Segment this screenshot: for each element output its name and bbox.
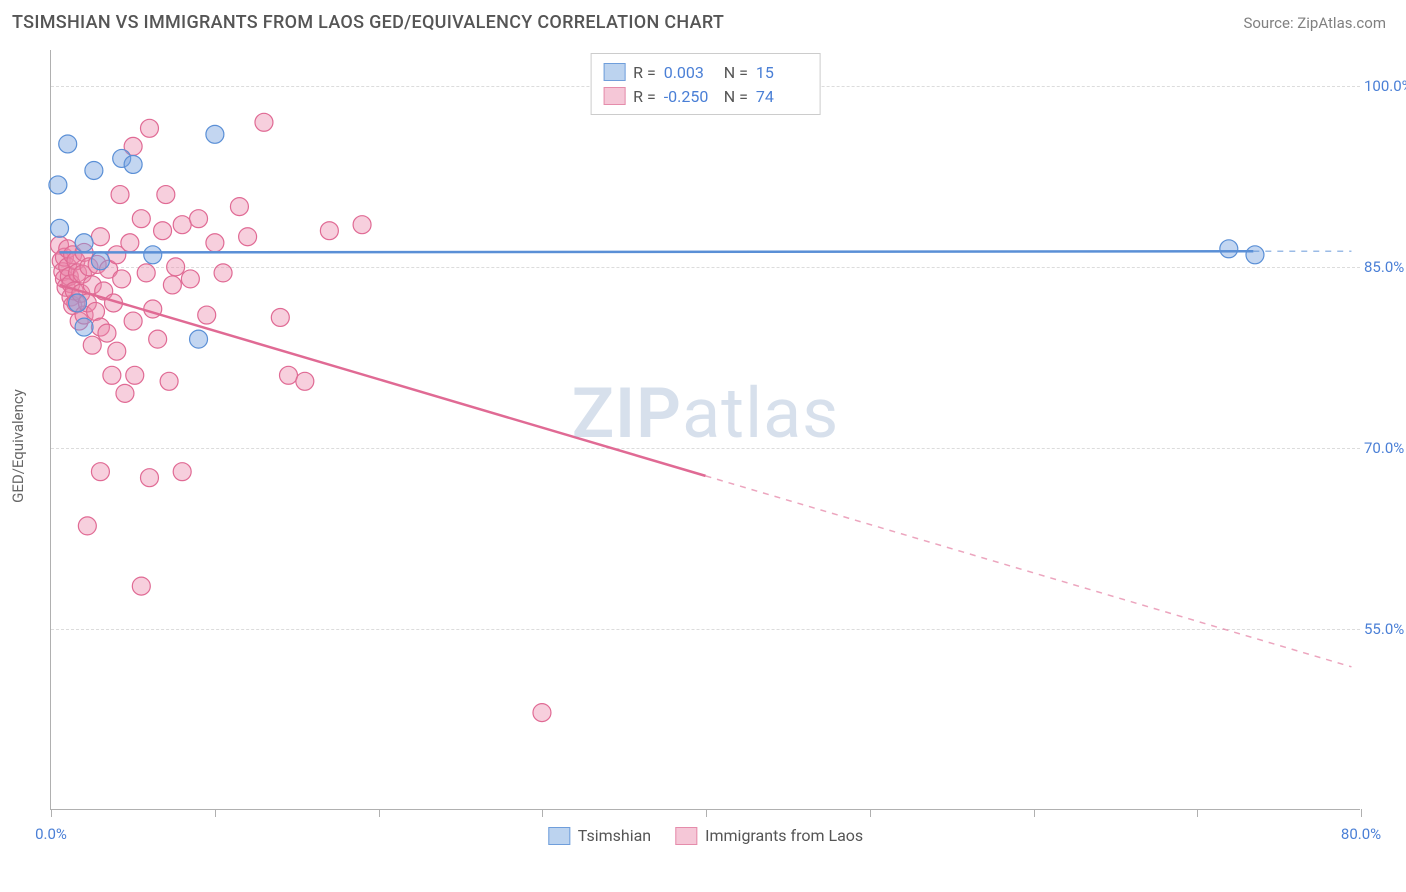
scatter-point — [49, 176, 67, 194]
scatter-point — [206, 234, 224, 252]
scatter-point — [91, 228, 109, 246]
scatter-point — [75, 318, 93, 336]
scatter-point — [173, 463, 191, 481]
scatter-point — [78, 517, 96, 535]
r-value-laos: -0.250 — [664, 87, 716, 106]
trend-line-solid — [60, 285, 706, 476]
x-tick — [870, 809, 871, 817]
legend-item-laos: Immigrants from Laos — [675, 826, 863, 845]
x-tick — [51, 809, 52, 817]
scatter-point — [296, 372, 314, 390]
scatter-point — [108, 342, 126, 360]
x-tick — [706, 809, 707, 817]
y-tick-label: 55.0% — [1364, 620, 1406, 638]
swatch-laos — [675, 827, 697, 845]
scatter-point — [140, 469, 158, 487]
scatter-point — [113, 270, 131, 288]
scatter-point — [103, 366, 121, 384]
scatter-point — [198, 306, 216, 324]
scatter-point — [533, 704, 551, 722]
n-label: N = — [724, 63, 748, 82]
scatter-point — [124, 312, 142, 330]
scatter-point — [69, 294, 87, 312]
x-tick-label: 0.0% — [35, 825, 67, 843]
scatter-point — [126, 366, 144, 384]
scatter-point — [173, 216, 191, 234]
legend-row-tsimshian: R = 0.003 N = 15 — [603, 60, 808, 84]
scatter-point — [163, 276, 181, 294]
x-tick — [1361, 809, 1362, 817]
y-tick-label: 85.0% — [1364, 258, 1406, 276]
scatter-point — [190, 330, 208, 348]
x-tick — [1034, 809, 1035, 817]
scatter-point — [154, 222, 172, 240]
x-tick — [379, 809, 380, 817]
scatter-point — [181, 270, 199, 288]
y-axis-title: GED/Equivalency — [9, 389, 27, 503]
scatter-point — [132, 577, 150, 595]
chart-plot-area: 55.0%70.0%85.0%100.0% ZIPatlas R = 0.003… — [50, 50, 1360, 810]
scatter-point — [167, 258, 185, 276]
y-tick-label: 70.0% — [1364, 439, 1406, 457]
scatter-point — [75, 234, 93, 252]
r-label: R = — [633, 87, 656, 106]
scatter-point — [111, 186, 129, 204]
n-value-laos: 74 — [756, 87, 808, 106]
scatter-point — [132, 210, 150, 228]
x-tick — [542, 809, 543, 817]
swatch-laos — [603, 87, 625, 105]
scatter-point — [85, 161, 103, 179]
legend-correlation: R = 0.003 N = 15 R = -0.250 N = 74 — [590, 53, 821, 115]
scatter-point — [124, 155, 142, 173]
chart-title: TSIMSHIAN VS IMMIGRANTS FROM LAOS GED/EQ… — [12, 12, 724, 33]
scatter-point — [190, 210, 208, 228]
scatter-point — [83, 336, 101, 354]
scatter-point — [279, 366, 297, 384]
legend-label-tsimshian: Tsimshian — [578, 826, 651, 845]
scatter-point — [51, 219, 69, 237]
source-attribution: Source: ZipAtlas.com — [1243, 14, 1386, 32]
scatter-point — [91, 463, 109, 481]
scatter-point — [271, 308, 289, 326]
scatter-point — [98, 324, 116, 342]
scatter-point — [230, 198, 248, 216]
legend-item-tsimshian: Tsimshian — [548, 826, 651, 845]
n-label: N = — [724, 87, 748, 106]
scatter-point — [353, 216, 371, 234]
r-value-tsimshian: 0.003 — [664, 63, 716, 82]
swatch-tsimshian — [603, 63, 625, 81]
swatch-tsimshian — [548, 827, 570, 845]
x-tick-label: 80.0% — [1341, 825, 1381, 843]
scatter-point — [1220, 240, 1238, 258]
scatter-point — [121, 234, 139, 252]
scatter-point — [214, 264, 232, 282]
scatter-point — [206, 125, 224, 143]
scatter-point — [116, 384, 134, 402]
scatter-point — [144, 246, 162, 264]
legend-label-laos: Immigrants from Laos — [705, 826, 863, 845]
scatter-point — [255, 113, 273, 131]
x-tick — [1197, 809, 1198, 817]
scatter-point — [239, 228, 257, 246]
scatter-point — [137, 264, 155, 282]
r-label: R = — [633, 63, 656, 82]
header: TSIMSHIAN VS IMMIGRANTS FROM LAOS GED/EQ… — [0, 0, 1406, 39]
legend-series: Tsimshian Immigrants from Laos — [548, 826, 863, 845]
y-tick-label: 100.0% — [1364, 77, 1406, 95]
scatter-point — [149, 330, 167, 348]
scatter-point — [140, 119, 158, 137]
scatter-point — [320, 222, 338, 240]
scatter-point — [91, 252, 109, 270]
scatter-point — [157, 186, 175, 204]
scatter-point — [59, 135, 77, 153]
trend-line-solid — [60, 251, 1254, 252]
scatter-point — [160, 372, 178, 390]
trend-line-dashed — [706, 476, 1352, 667]
legend-row-laos: R = -0.250 N = 74 — [603, 84, 808, 108]
x-tick — [215, 809, 216, 817]
n-value-tsimshian: 15 — [756, 63, 808, 82]
scatter-svg — [51, 50, 1360, 809]
scatter-point — [1246, 246, 1264, 264]
